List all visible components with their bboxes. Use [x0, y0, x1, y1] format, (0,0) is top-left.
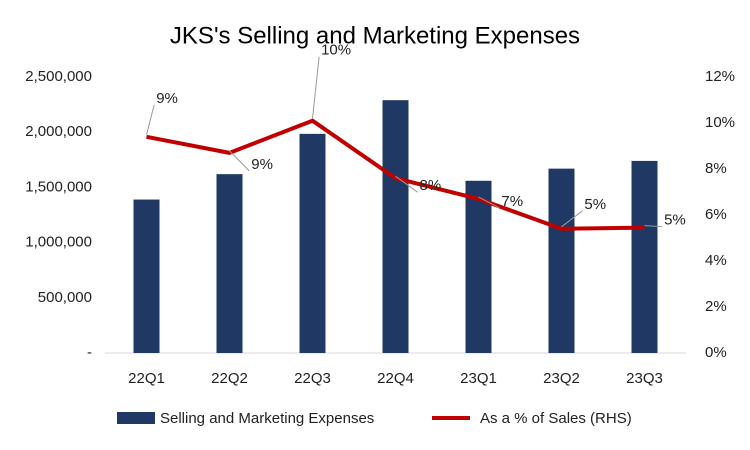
x-tick-label: 23Q3 [626, 370, 663, 387]
legend-label: Selling and Marketing Expenses [160, 410, 374, 427]
leader-line [644, 225, 663, 228]
y2-tick-label: 0% [705, 344, 727, 361]
y-tick-label: - [87, 344, 92, 361]
x-tick-label: 22Q1 [128, 370, 165, 387]
data-label: 9% [156, 90, 178, 107]
leader-line [146, 104, 155, 135]
y2-tick-label: 12% [705, 68, 735, 85]
x-tick-label: 22Q4 [377, 370, 414, 387]
chart-title: JKS's Selling and Marketing Expenses [170, 22, 580, 49]
bar [133, 199, 160, 353]
bar [631, 160, 658, 353]
y2-tick-label: 4% [705, 252, 727, 269]
y-tick-label: 1,500,000 [25, 178, 92, 195]
leader-line [395, 175, 418, 193]
leader-line [478, 196, 500, 209]
bar [382, 100, 409, 354]
x-tick-label: 23Q2 [543, 370, 580, 387]
data-label: 7% [501, 193, 523, 210]
bar [299, 133, 326, 353]
y-tick-label: 2,000,000 [25, 123, 92, 140]
y-tick-label: 500,000 [38, 289, 92, 306]
y2-tick-label: 8% [705, 160, 727, 177]
x-tick-label: 22Q3 [294, 370, 331, 387]
data-label: 5% [584, 196, 606, 213]
x-tick-label: 23Q1 [460, 370, 497, 387]
y-tick-label: 2,500,000 [25, 68, 92, 85]
y2-tick-label: 2% [705, 298, 727, 315]
y2-tick-label: 6% [705, 206, 727, 223]
line [146, 118, 645, 231]
bar [465, 180, 492, 353]
y-tick-label: 1,000,000 [25, 234, 92, 251]
data-label: 9% [251, 156, 273, 173]
legend-label: As a % of Sales (RHS) [480, 410, 632, 427]
data-label: 5% [664, 212, 686, 229]
bar [548, 168, 575, 353]
leader-line [229, 150, 250, 172]
leader-line [312, 56, 320, 119]
x-tick-label: 22Q2 [211, 370, 248, 387]
bar [216, 174, 243, 353]
data-label: 8% [420, 177, 442, 194]
leader-line [561, 210, 583, 228]
data-label: 10% [321, 42, 351, 59]
legend-swatch [117, 412, 155, 424]
y2-tick-label: 10% [705, 114, 735, 131]
